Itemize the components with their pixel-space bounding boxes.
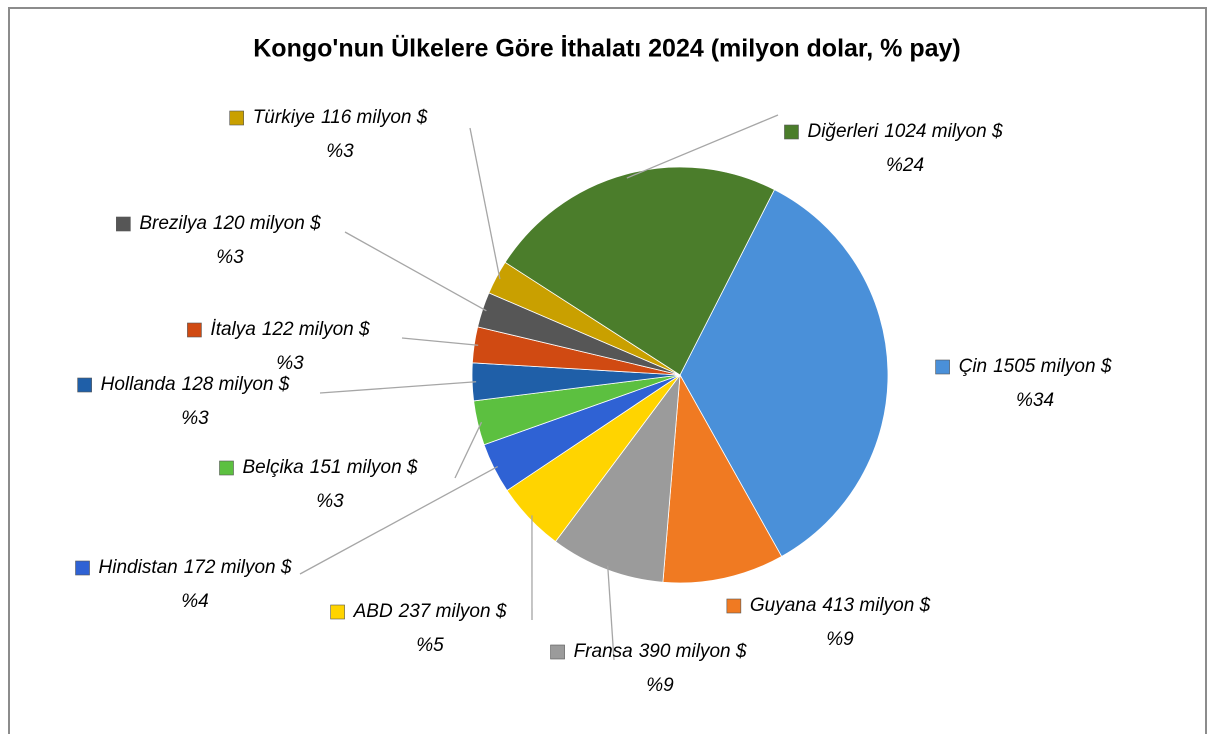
pie-slice bbox=[679, 189, 889, 558]
leader-line bbox=[401, 337, 479, 346]
percent-label: %3 bbox=[316, 491, 344, 512]
value-label: 151 milyon $ bbox=[310, 457, 418, 478]
value-label: 390 milyon $ bbox=[639, 641, 747, 662]
chart-title: Kongo'nun Ülkelere Göre İthalatı 2024 (m… bbox=[253, 34, 961, 63]
legend-key bbox=[550, 644, 565, 660]
category-name: Diğerleri bbox=[807, 121, 879, 142]
category-name: ABD bbox=[353, 601, 393, 622]
leader-line bbox=[469, 127, 501, 280]
legend-key bbox=[229, 110, 244, 126]
leader-line bbox=[454, 421, 483, 479]
category-name: İtalya bbox=[210, 319, 255, 340]
data-label: Türkiye 116 milyon $ bbox=[253, 107, 428, 128]
category-name: Hollanda bbox=[101, 374, 176, 395]
leader-line bbox=[626, 114, 779, 179]
pie-slice bbox=[554, 373, 681, 583]
value-label: 413 milyon $ bbox=[822, 595, 930, 616]
leader-line bbox=[299, 465, 498, 575]
legend-key bbox=[75, 560, 90, 576]
data-label: Hollanda 128 milyon $ bbox=[101, 374, 290, 395]
pie-slice bbox=[504, 166, 775, 376]
percent-label: %3 bbox=[326, 141, 354, 162]
legend-key bbox=[330, 604, 345, 620]
data-label: Hindistan 172 milyon $ bbox=[99, 557, 292, 578]
pie-slice bbox=[662, 373, 783, 584]
leader-line bbox=[319, 381, 477, 394]
leader-line bbox=[344, 231, 487, 312]
category-name: Brezilya bbox=[139, 213, 207, 234]
percent-label: %3 bbox=[276, 353, 304, 374]
value-label: 128 milyon $ bbox=[182, 374, 290, 395]
value-label: 1505 milyon $ bbox=[993, 356, 1112, 377]
percent-label: %9 bbox=[826, 629, 854, 650]
percent-label: %24 bbox=[886, 155, 924, 176]
legend-key bbox=[77, 377, 92, 393]
legend-key bbox=[784, 124, 799, 140]
data-label: Brezilya 120 milyon $ bbox=[139, 213, 321, 234]
category-name: Hindistan bbox=[99, 557, 178, 578]
legend-key bbox=[726, 598, 742, 614]
category-name: Belçika bbox=[243, 457, 304, 478]
data-label: İtalya 122 milyon $ bbox=[210, 319, 370, 340]
percent-label: %3 bbox=[181, 408, 209, 429]
category-name: Çin bbox=[959, 356, 988, 377]
value-label: 172 milyon $ bbox=[184, 557, 292, 578]
leader-line bbox=[607, 565, 615, 661]
data-label: Fransa 390 milyon $ bbox=[574, 641, 747, 662]
value-label: 237 milyon $ bbox=[398, 601, 507, 622]
legend-key bbox=[219, 460, 234, 476]
legend-key bbox=[935, 359, 950, 375]
value-label: 1024 milyon $ bbox=[884, 121, 1003, 142]
value-label: 116 milyon $ bbox=[321, 107, 428, 128]
percent-label: %9 bbox=[646, 675, 674, 696]
percent-label: %34 bbox=[1016, 390, 1054, 411]
percent-label: %5 bbox=[416, 635, 444, 656]
data-label: ABD 237 milyon $ bbox=[353, 601, 507, 622]
category-name: Türkiye bbox=[253, 107, 315, 128]
value-label: 122 milyon $ bbox=[262, 319, 370, 340]
data-label: Guyana 413 milyon $ bbox=[750, 595, 931, 616]
legend-key bbox=[187, 322, 202, 338]
data-label: Belçika 151 milyon $ bbox=[243, 457, 418, 478]
data-label: Çin 1505 milyon $ bbox=[959, 356, 1112, 377]
category-name: Fransa bbox=[574, 641, 633, 662]
legend-key bbox=[116, 216, 131, 232]
percent-label: %4 bbox=[181, 591, 208, 612]
data-label: Diğerleri 1024 milyon $ bbox=[807, 121, 1002, 142]
value-label: 120 milyon $ bbox=[213, 213, 321, 234]
category-name: Guyana bbox=[750, 595, 817, 616]
percent-label: %3 bbox=[216, 247, 244, 268]
